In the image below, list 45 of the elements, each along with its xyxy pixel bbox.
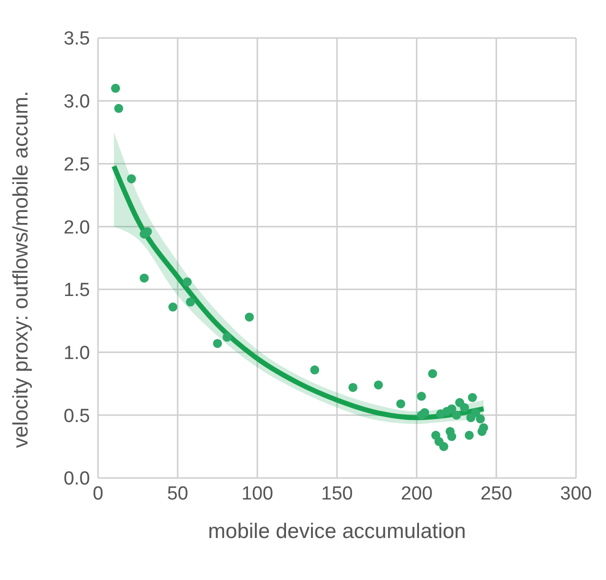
point — [168, 302, 178, 312]
point — [464, 430, 474, 440]
point — [466, 413, 476, 422]
x-tick-label: 100 — [241, 483, 274, 504]
point — [447, 432, 456, 442]
point — [396, 399, 406, 408]
point — [420, 408, 430, 418]
x-tick-label: 250 — [480, 483, 512, 504]
point — [374, 380, 383, 390]
x-tick-label: 50 — [167, 483, 188, 504]
y-tick-label: 3.0 — [64, 92, 90, 113]
y-axis-title: velocity proxy: outflows/mobile accum. — [9, 90, 32, 448]
x-axis-title: mobile device accumulation — [208, 520, 466, 543]
point — [140, 274, 149, 283]
point — [186, 297, 195, 307]
point — [439, 442, 448, 452]
y-tick-label: 2.5 — [64, 154, 90, 176]
y-tick-label: 0.0 — [64, 468, 90, 490]
y-tick-label: 1.0 — [64, 343, 90, 364]
point — [452, 410, 462, 420]
y-tick-label: 3.5 — [64, 28, 90, 50]
point — [182, 277, 192, 286]
point — [442, 406, 452, 416]
point — [142, 227, 152, 236]
y-tick-label: 2.0 — [64, 217, 90, 238]
y-tick-label: 0.5 — [64, 406, 90, 427]
point — [477, 426, 487, 436]
x-tick-label: 300 — [560, 483, 592, 504]
x-tick-label: 150 — [321, 483, 353, 504]
point — [428, 369, 438, 378]
point — [114, 104, 124, 113]
y-tick-label: 1.5 — [64, 280, 90, 302]
point — [244, 312, 254, 322]
x-tick-label: 200 — [400, 483, 433, 504]
point — [460, 403, 469, 412]
point — [416, 392, 426, 401]
point — [476, 414, 485, 424]
x-tick-label: 0 — [92, 483, 104, 504]
point — [468, 393, 477, 402]
point — [310, 365, 320, 374]
point — [222, 332, 232, 342]
point — [126, 174, 136, 184]
point — [348, 382, 358, 392]
point — [111, 84, 120, 93]
point — [212, 338, 222, 348]
